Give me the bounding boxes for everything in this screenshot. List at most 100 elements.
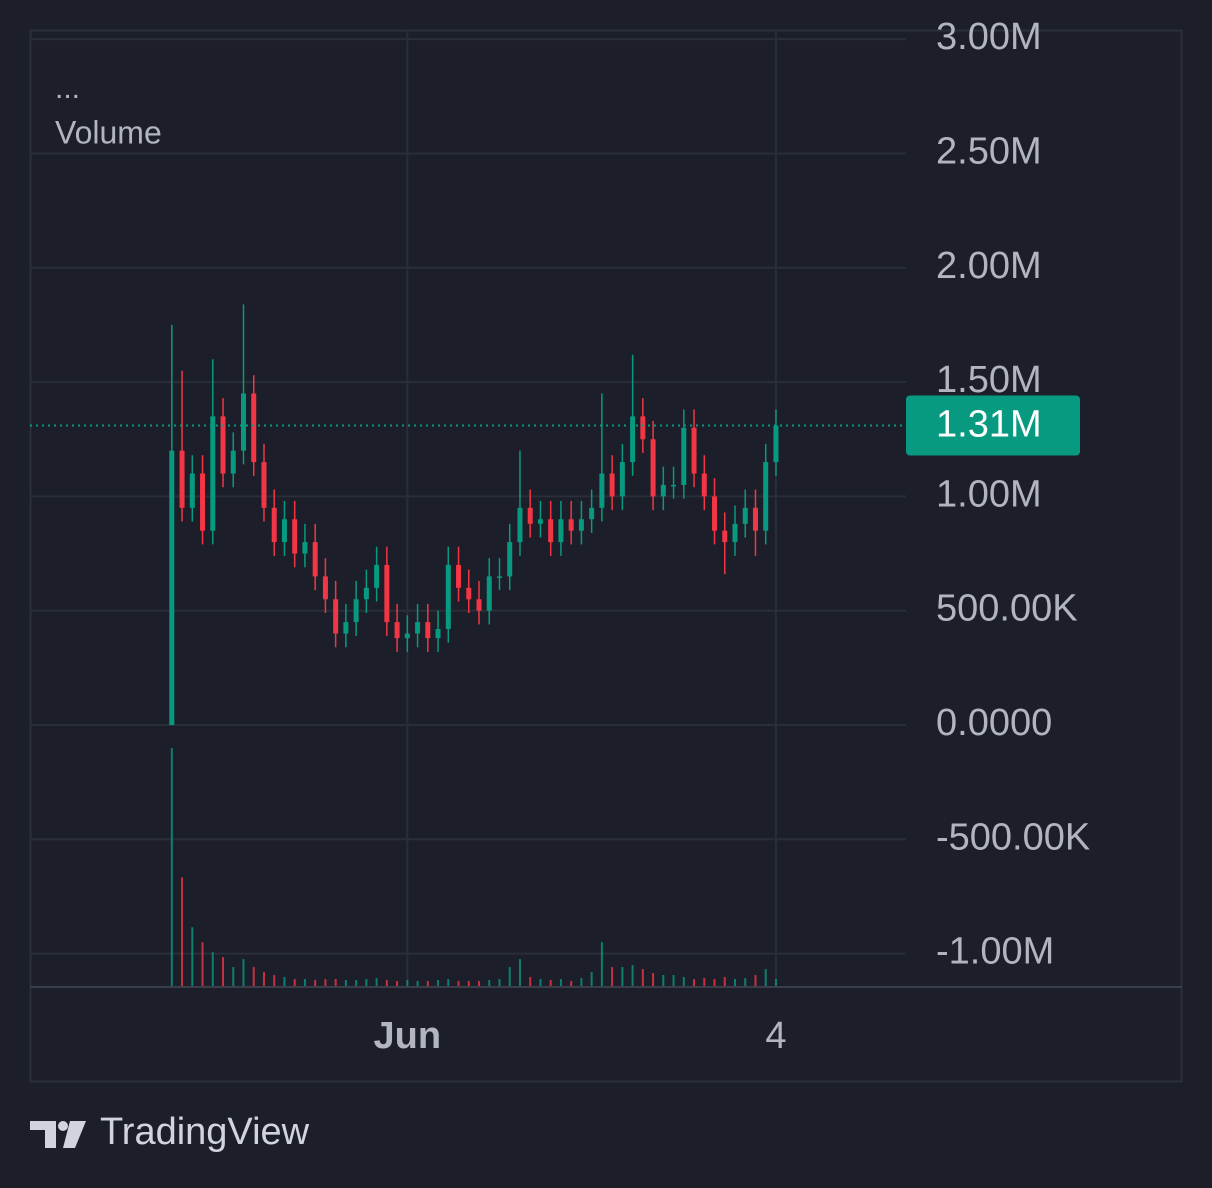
volume-bar: [518, 959, 521, 987]
candle-body: [333, 599, 339, 634]
candle-body: [507, 542, 513, 577]
volume-bar: [262, 972, 265, 987]
volume-bar: [498, 979, 501, 987]
candle-body: [210, 416, 216, 531]
brand-name: TradingView: [100, 1111, 310, 1153]
candle-body: [435, 628, 441, 639]
candle-body: [374, 564, 380, 588]
volume-bar: [170, 748, 173, 987]
candle-body: [773, 425, 779, 463]
volume-bar: [303, 979, 306, 987]
volume-bar: [529, 977, 532, 987]
volume-bar: [539, 979, 542, 987]
volume-bar: [559, 979, 562, 987]
candle-body: [179, 450, 185, 508]
candle-body: [404, 633, 410, 639]
candle-body: [425, 622, 431, 639]
volume-bar: [631, 965, 634, 987]
candle-body: [701, 473, 707, 497]
candle-body: [578, 519, 584, 531]
volume-bar: [385, 980, 388, 987]
volume-bar: [457, 981, 460, 987]
candle-body: [517, 507, 523, 543]
candle-body: [599, 473, 605, 508]
volume-bar: [600, 942, 603, 987]
volume-bar: [570, 981, 573, 987]
logo-mark: [63, 1121, 86, 1148]
volume-bar: [447, 979, 450, 987]
volume-bar: [375, 978, 378, 987]
volume-bar: [764, 969, 767, 987]
volume-bar: [621, 967, 624, 987]
candle-body: [691, 427, 697, 474]
candle-body: [722, 530, 728, 543]
volume-bar: [293, 979, 296, 987]
candle-body: [322, 576, 328, 600]
candle-body: [476, 599, 482, 611]
candle-body: [384, 564, 390, 623]
last-price-label: 1.31M: [936, 404, 1042, 446]
candle-body: [527, 507, 533, 524]
candle-body: [742, 507, 748, 524]
volume-bar: [652, 973, 655, 987]
candle-body: [496, 576, 502, 578]
y-tick-label: 2.50M: [936, 130, 1042, 172]
volume-bar: [641, 969, 644, 987]
candle-body: [220, 416, 226, 474]
plot: [30, 304, 906, 987]
candle-body: [640, 416, 646, 440]
volume-bar: [478, 981, 481, 987]
labels: -1.00M -500.00K 0.0000 500.00K 1.00M 1.50M 2.0…: [374, 16, 1091, 1057]
candle-body: [630, 416, 636, 463]
indicator-name: Volume: [55, 114, 162, 150]
candle-body: [169, 450, 175, 726]
volume-bar: [611, 967, 614, 987]
volume-bar: [590, 972, 593, 987]
volume-bar: [437, 980, 440, 987]
volume-bar: [355, 980, 358, 987]
volume-bar: [733, 979, 736, 987]
candle-body: [681, 427, 687, 485]
candle-body: [752, 507, 758, 531]
volume-bar: [365, 979, 368, 987]
volume-bar: [252, 967, 255, 987]
volume-bar: [682, 977, 685, 987]
volume-bar: [344, 980, 347, 987]
candle-body: [671, 484, 677, 487]
volume-bar: [774, 979, 777, 987]
candle-body: [466, 587, 472, 600]
legend-dots[interactable]: ...: [55, 72, 80, 105]
volume-bar: [396, 981, 399, 987]
volume-bar: [416, 981, 419, 987]
candle-body: [230, 450, 236, 474]
candle-body: [363, 587, 369, 600]
volume-bar: [744, 978, 747, 987]
candle-body: [261, 462, 267, 508]
volume-bar: [314, 980, 317, 987]
volume-bar: [713, 979, 716, 987]
y-tick-label: 3.00M: [936, 16, 1042, 58]
volume-bar: [283, 977, 286, 987]
candle-body: [312, 542, 318, 577]
brand-logo[interactable]: TradingView: [30, 1111, 310, 1153]
candle-body: [302, 542, 308, 554]
volume-bar: [467, 981, 470, 987]
candle-body: [456, 564, 462, 588]
volume-bar: [324, 979, 327, 987]
logo-dot: [58, 1121, 68, 1131]
candle-body: [609, 473, 615, 497]
candle-body: [292, 519, 298, 554]
volume-bar: [693, 979, 696, 987]
volume-bar: [191, 927, 194, 987]
candle-body: [445, 564, 451, 629]
volume-bar: [232, 967, 235, 987]
y-tick-label: 1.00M: [936, 473, 1042, 515]
last-price-box: [906, 395, 1080, 456]
volume-bar: [754, 975, 757, 987]
volume-bar: [334, 979, 337, 987]
candle-body: [394, 622, 400, 639]
candle-body: [589, 507, 595, 520]
volume-bar: [580, 978, 583, 987]
volume-bar: [211, 952, 214, 987]
